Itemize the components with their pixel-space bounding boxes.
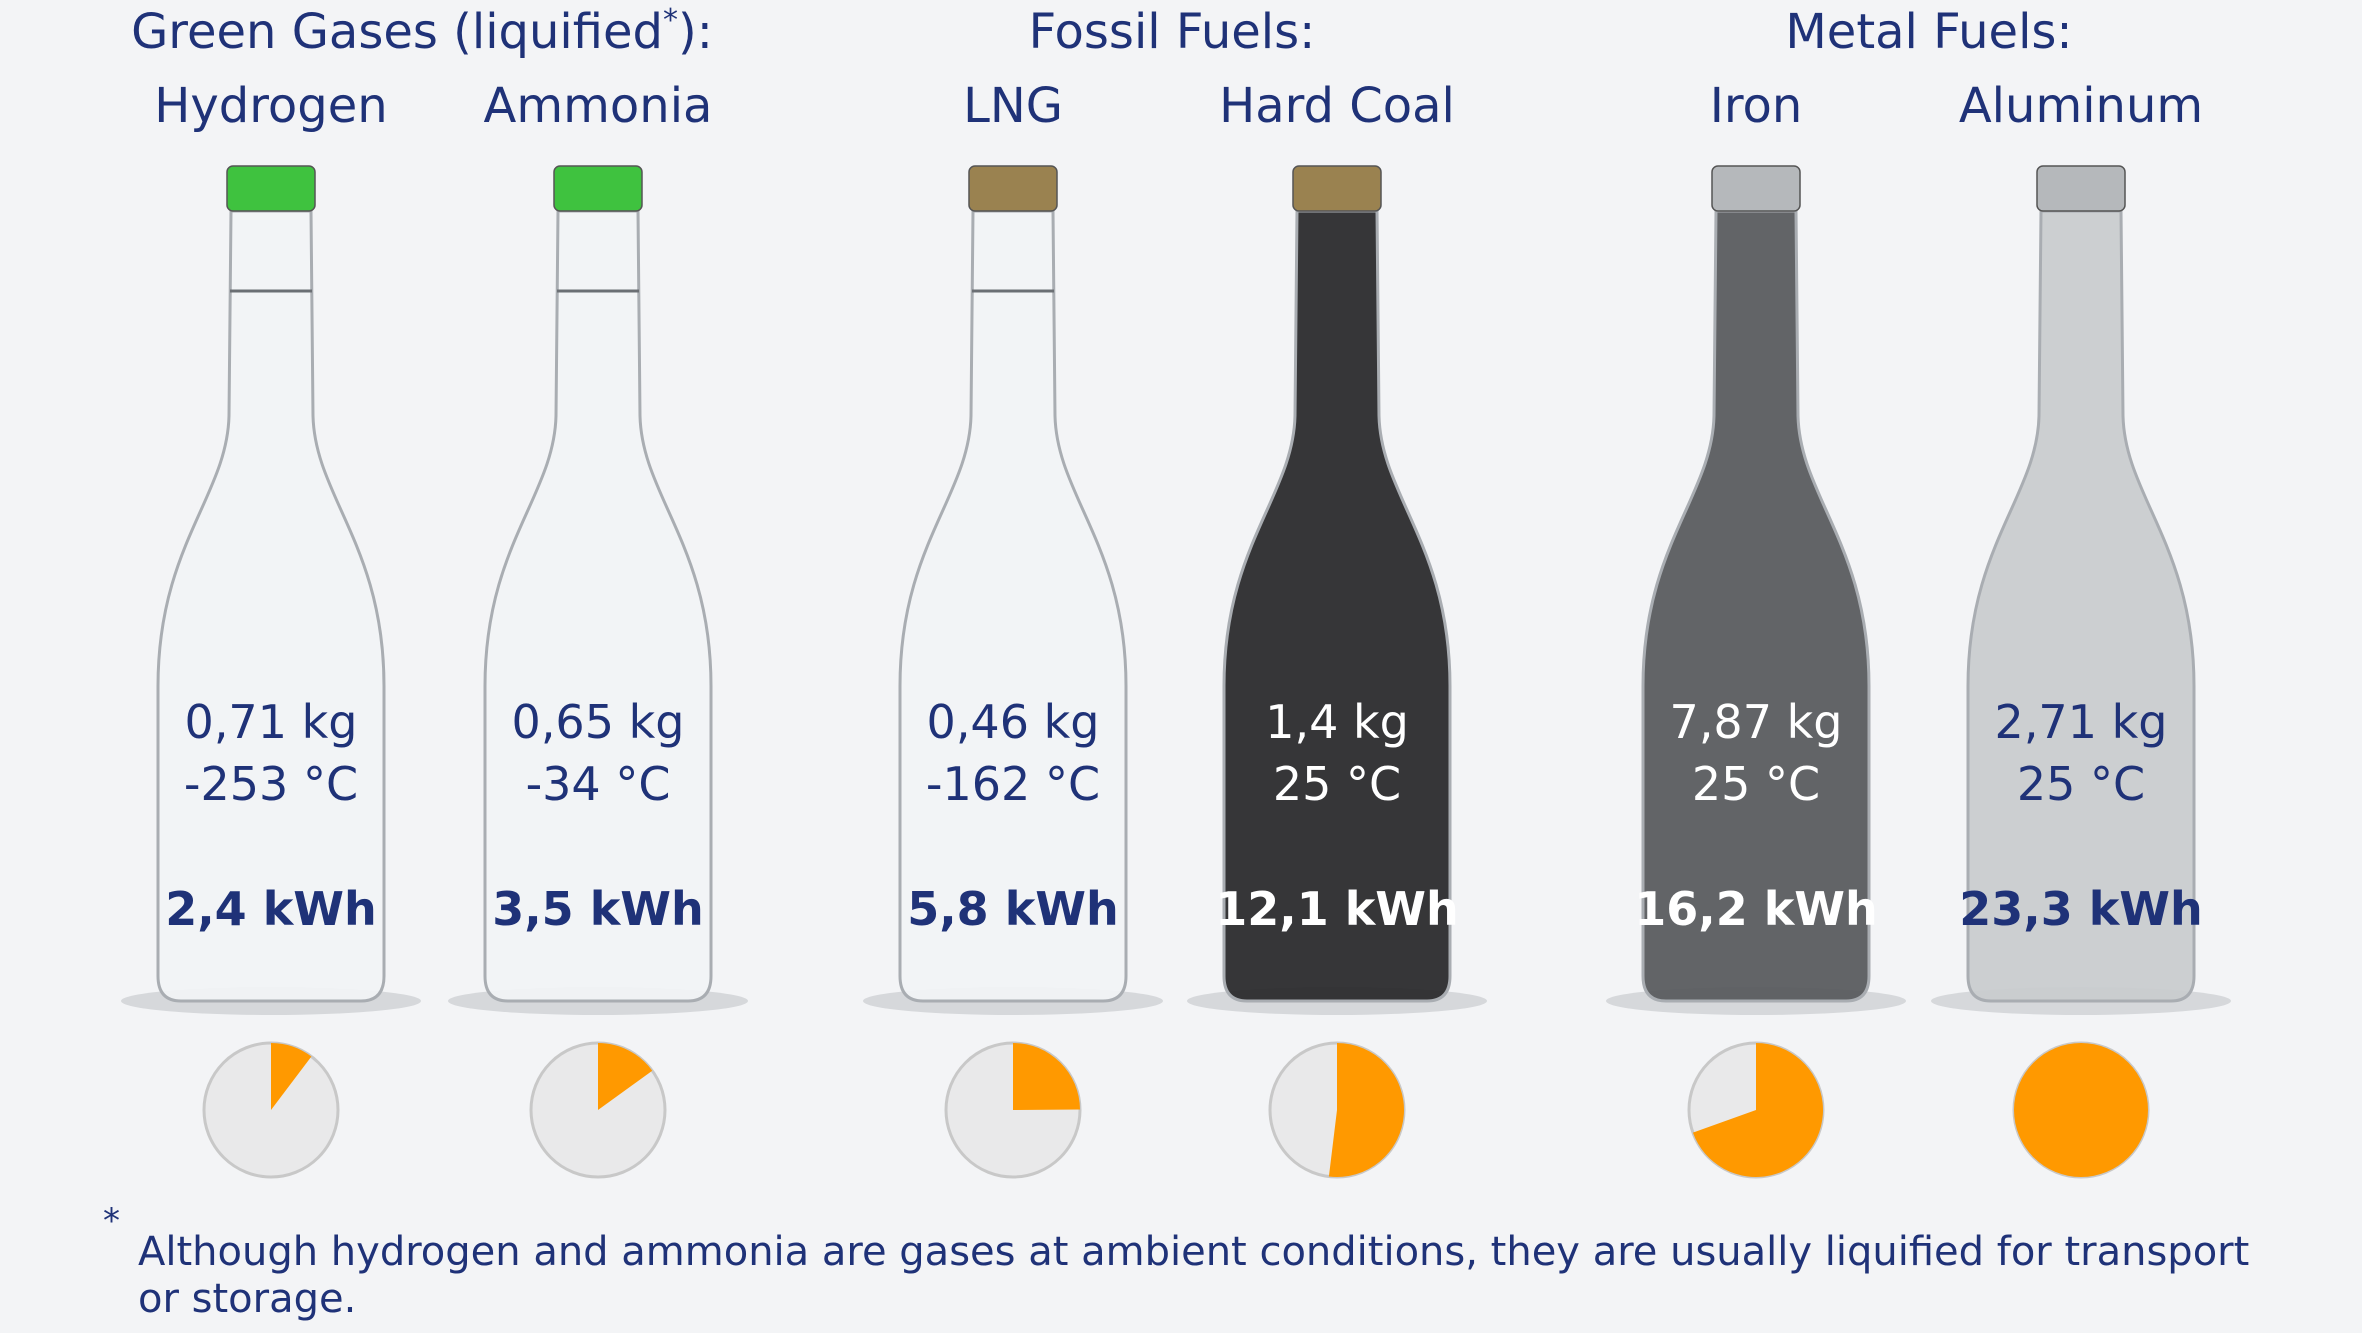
bottle — [1187, 165, 1487, 1015]
bottle-body — [1966, 209, 2196, 1003]
pie-slice — [1328, 1043, 1404, 1177]
item-name: Aluminum — [1959, 78, 2203, 134]
bottle-cap — [1711, 165, 1801, 212]
pie-slice — [271, 1043, 312, 1110]
item-name: LNG — [963, 78, 1063, 134]
footnote-text: Although hydrogen and ammonia are gases … — [138, 1229, 2249, 1275]
bottle — [863, 165, 1163, 1015]
temperature: -34 °C — [526, 757, 671, 811]
mass: 0,46 kg — [927, 695, 1100, 749]
group-title: Metal Fuels: — [1785, 4, 2072, 60]
footnote-text: or storage. — [138, 1276, 356, 1322]
temperature: -162 °C — [926, 757, 1100, 811]
energy-label: 5,8 kWh — [907, 882, 1119, 936]
item-name: Ammonia — [484, 78, 713, 134]
item-name: Hydrogen — [154, 78, 387, 134]
bottle — [1931, 165, 2231, 1015]
bottle — [121, 165, 421, 1015]
mass: 7,87 kg — [1670, 695, 1843, 749]
pie-slice — [1013, 1043, 1080, 1110]
bottle — [448, 165, 748, 1015]
temperature: 25 °C — [1273, 757, 1401, 811]
energy-label: 16,2 kWh — [1634, 882, 1878, 936]
bottle-body — [1641, 209, 1871, 1003]
energy-label: 23,3 kWh — [1959, 882, 2203, 936]
bottle-body — [156, 209, 386, 1003]
bottle-cap — [553, 165, 643, 212]
group-title-text: ): — [678, 4, 713, 60]
pie-slice — [1692, 1043, 1823, 1177]
energy-label: 2,4 kWh — [165, 882, 377, 936]
mass: 1,4 kg — [1265, 695, 1409, 749]
footnote-mark: * — [663, 3, 678, 38]
bottle-cap — [1292, 165, 1382, 212]
bottle-body — [1222, 209, 1452, 1003]
pie-slice — [598, 1043, 653, 1110]
temperature: 25 °C — [1692, 757, 1820, 811]
group-title: Green Gases (liquified*): — [131, 3, 713, 60]
item-name: Iron — [1710, 78, 1803, 134]
group-title-text: Metal Fuels: — [1785, 4, 2072, 60]
group-title-text: Green Gases (liquified — [131, 4, 663, 60]
bottle-body — [483, 209, 713, 1003]
footnote-mark: * — [103, 1201, 120, 1241]
item-name: Hard Coal — [1219, 78, 1455, 134]
group-title-text: Fossil Fuels: — [1029, 4, 1316, 60]
pie-slice — [2014, 1043, 2148, 1177]
energy-label: 12,1 kWh — [1215, 882, 1459, 936]
group-title: Fossil Fuels: — [1029, 4, 1316, 60]
bottle-cap — [968, 165, 1058, 212]
temperature: 25 °C — [2017, 757, 2145, 811]
temperature: -253 °C — [184, 757, 358, 811]
mass: 0,71 kg — [185, 695, 358, 749]
bottle-cap — [2036, 165, 2126, 212]
bottle-body — [898, 209, 1128, 1003]
mass: 0,65 kg — [512, 695, 685, 749]
energy-label: 3,5 kWh — [492, 882, 704, 936]
bottle — [1606, 165, 1906, 1015]
mass: 2,71 kg — [1995, 695, 2168, 749]
bottle-cap — [226, 165, 316, 212]
